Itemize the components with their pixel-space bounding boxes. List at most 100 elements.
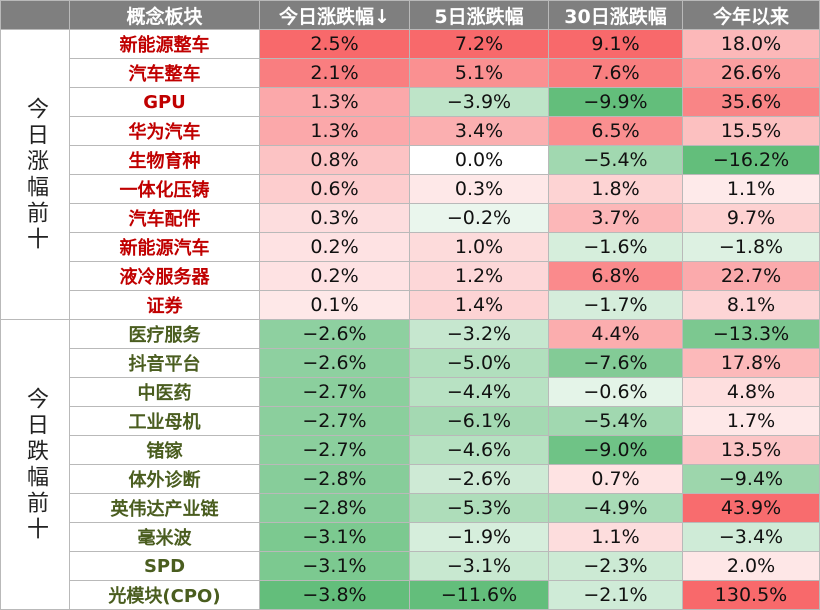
group-label: 今日涨幅前十: [0, 29, 70, 320]
cell-5d-change: −6.1%: [409, 406, 549, 436]
table-row: 中医药 −2.7% −4.4% −0.6% 4.8%: [1, 377, 820, 407]
table-row: 工业母机 −2.7% −6.1% −5.4% 1.7%: [1, 406, 820, 436]
sector-name[interactable]: 光模块(CPO): [69, 580, 260, 610]
cell-ytd-change: 9.7%: [682, 203, 820, 233]
cell-30d-change: 4.4%: [548, 319, 683, 349]
cell-5d-change: 0.0%: [409, 145, 549, 175]
sector-name[interactable]: 一体化压铸: [69, 174, 260, 204]
sector-name[interactable]: 汽车配件: [69, 203, 260, 233]
cell-30d-change: 6.8%: [548, 261, 683, 291]
cell-5d-change: 1.2%: [409, 261, 549, 291]
table-row: 汽车配件 0.3% −0.2% 3.7% 9.7%: [1, 203, 820, 233]
sector-name[interactable]: 证券: [69, 290, 260, 320]
cell-30d-change: −9.0%: [548, 435, 683, 465]
cell-ytd-change: 15.5%: [682, 116, 820, 146]
cell-today-change: 0.2%: [259, 232, 410, 262]
header-today-change[interactable]: 今日涨跌幅↓: [259, 0, 410, 30]
cell-30d-change: −5.4%: [548, 406, 683, 436]
cell-5d-change: −5.0%: [409, 348, 549, 378]
sector-name[interactable]: 工业母机: [69, 406, 260, 436]
cell-ytd-change: 1.1%: [682, 174, 820, 204]
table-row: 今日涨幅前十 新能源整车 2.5% 7.2% 9.1% 18.0%: [0, 29, 820, 320]
cell-30d-change: −9.9%: [548, 87, 683, 117]
cell-today-change: 0.8%: [259, 145, 410, 175]
sector-name[interactable]: 液冷服务器: [69, 261, 260, 291]
cell-ytd-change: −13.3%: [682, 319, 820, 349]
sector-name[interactable]: 医疗服务: [69, 319, 260, 349]
header-30d-change[interactable]: 30日涨跌幅: [548, 0, 683, 30]
table-row: 抖音平台 −2.6% −5.0% −7.6% 17.8%: [1, 348, 820, 378]
cell-today-change: 2.1%: [259, 58, 410, 88]
cell-30d-change: 3.7%: [548, 203, 683, 233]
table-row: 生物育种 0.8% 0.0% −5.4% −16.2%: [1, 145, 820, 175]
sector-name[interactable]: 抖音平台: [69, 348, 260, 378]
cell-30d-change: −1.6%: [548, 232, 683, 262]
table-row: 证券 0.1% 1.4% −1.7% 8.1%: [1, 290, 820, 320]
sector-name[interactable]: 毫米波: [69, 522, 260, 552]
cell-30d-change: −4.9%: [548, 493, 683, 523]
sector-name[interactable]: GPU: [69, 87, 260, 117]
table-row: 汽车整车 2.1% 5.1% 7.6% 26.6%: [1, 58, 820, 88]
cell-5d-change: 1.0%: [409, 232, 549, 262]
cell-today-change: −2.8%: [259, 493, 410, 523]
cell-today-change: −3.1%: [259, 522, 410, 552]
sector-name[interactable]: SPD: [69, 551, 260, 581]
cell-30d-change: 1.1%: [548, 522, 683, 552]
cell-ytd-change: 35.6%: [682, 87, 820, 117]
cell-5d-change: 3.4%: [409, 116, 549, 146]
cell-ytd-change: 43.9%: [682, 493, 820, 523]
table-row: 光模块(CPO) −3.8% −11.6% −2.1% 130.5%: [1, 580, 820, 610]
cell-ytd-change: −1.8%: [682, 232, 820, 262]
cell-today-change: −2.7%: [259, 435, 410, 465]
cell-ytd-change: 130.5%: [682, 580, 820, 610]
cell-ytd-change: 17.8%: [682, 348, 820, 378]
cell-ytd-change: −9.4%: [682, 464, 820, 494]
sector-name[interactable]: 锗镓: [69, 435, 260, 465]
table-row: 体外诊断 −2.8% −2.6% 0.7% −9.4%: [1, 464, 820, 494]
header-5d-change[interactable]: 5日涨跌幅: [409, 0, 549, 30]
cell-ytd-change: 2.0%: [682, 551, 820, 581]
cell-30d-change: 6.5%: [548, 116, 683, 146]
cell-5d-change: 0.3%: [409, 174, 549, 204]
header-corner: [0, 0, 70, 30]
cell-today-change: 0.2%: [259, 261, 410, 291]
cell-today-change: −3.8%: [259, 580, 410, 610]
table-row: 一体化压铸 0.6% 0.3% 1.8% 1.1%: [1, 174, 820, 204]
table-row: 毫米波 −3.1% −1.9% 1.1% −3.4%: [1, 522, 820, 552]
header-sector[interactable]: 概念板块: [69, 0, 260, 30]
sector-name[interactable]: 体外诊断: [69, 464, 260, 494]
sector-name[interactable]: 中医药: [69, 377, 260, 407]
cell-ytd-change: 22.7%: [682, 261, 820, 291]
cell-5d-change: −4.4%: [409, 377, 549, 407]
sector-name[interactable]: 英伟达产业链: [69, 493, 260, 523]
sector-name[interactable]: 新能源汽车: [69, 232, 260, 262]
cell-today-change: 0.1%: [259, 290, 410, 320]
sector-name[interactable]: 生物育种: [69, 145, 260, 175]
cell-5d-change: 7.2%: [409, 29, 549, 59]
cell-30d-change: −1.7%: [548, 290, 683, 320]
cell-30d-change: −2.1%: [548, 580, 683, 610]
cell-5d-change: −11.6%: [409, 580, 549, 610]
cell-ytd-change: 4.8%: [682, 377, 820, 407]
sector-name[interactable]: 华为汽车: [69, 116, 260, 146]
cell-5d-change: −3.9%: [409, 87, 549, 117]
header-ytd-change[interactable]: 今年以来: [682, 0, 820, 30]
cell-ytd-change: −3.4%: [682, 522, 820, 552]
table-row: 华为汽车 1.3% 3.4% 6.5% 15.5%: [1, 116, 820, 146]
cell-ytd-change: 8.1%: [682, 290, 820, 320]
cell-ytd-change: 26.6%: [682, 58, 820, 88]
cell-today-change: 1.3%: [259, 116, 410, 146]
sector-name[interactable]: 新能源整车: [69, 29, 260, 59]
cell-30d-change: −5.4%: [548, 145, 683, 175]
table-row: SPD −3.1% −3.1% −2.3% 2.0%: [1, 551, 820, 581]
cell-5d-change: −4.6%: [409, 435, 549, 465]
cell-5d-change: −5.3%: [409, 493, 549, 523]
cell-today-change: 0.6%: [259, 174, 410, 204]
cell-today-change: −2.6%: [259, 319, 410, 349]
cell-today-change: −2.8%: [259, 464, 410, 494]
cell-ytd-change: 18.0%: [682, 29, 820, 59]
cell-today-change: −2.6%: [259, 348, 410, 378]
cell-today-change: −3.1%: [259, 551, 410, 581]
table-row: 新能源汽车 0.2% 1.0% −1.6% −1.8%: [1, 232, 820, 262]
sector-name[interactable]: 汽车整车: [69, 58, 260, 88]
